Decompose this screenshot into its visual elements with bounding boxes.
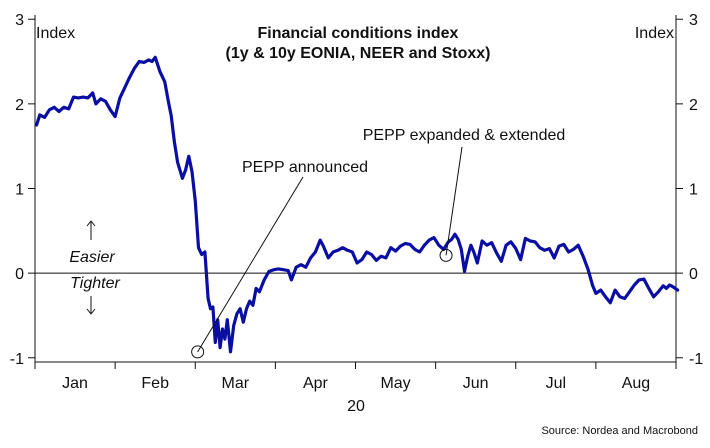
tighter-label: Tighter — [70, 275, 120, 292]
y-tick-label: 3 — [15, 12, 24, 29]
up-arrow-icon — [86, 220, 96, 240]
y-tick-label: 3 — [689, 12, 698, 29]
y-tick-label: 0 — [15, 266, 24, 283]
x-month-label: Jul — [546, 375, 566, 392]
annotations-group: PEPP announced PEPP expanded & extended — [191, 127, 566, 359]
left-y-axis: -1 0 1 2 3 — [10, 12, 35, 368]
series-group — [35, 55, 680, 354]
annotation-marker — [191, 345, 205, 359]
y-tick-label: 1 — [689, 182, 698, 199]
y-tick-label: 2 — [15, 97, 24, 114]
year-label: 20 — [347, 398, 365, 415]
y-tick-label: -1 — [689, 351, 703, 368]
series-line — [35, 55, 680, 354]
chart-subtitle: (1y & 10y EONIA, NEER and Stoxx) — [226, 45, 491, 62]
right-axis-unit-label: Index — [635, 25, 674, 42]
right-y-axis: -1 0 1 2 3 — [676, 12, 703, 368]
annotation-leader-line — [197, 176, 304, 353]
x-month-label: May — [380, 375, 410, 392]
x-month-label: Mar — [222, 375, 250, 392]
easier-label: Easier — [69, 249, 115, 266]
y-tick-label: 2 — [689, 97, 698, 114]
down-arrow-icon — [86, 296, 96, 315]
x-month-label: Apr — [303, 375, 329, 392]
annotation-label: PEPP announced — [242, 159, 368, 176]
annotation-label: PEPP expanded & extended — [363, 127, 566, 144]
y-tick-label: 0 — [689, 266, 698, 283]
chart-title: Financial conditions index — [258, 25, 459, 42]
x-month-label: Jan — [62, 375, 88, 392]
y-tick-label: -1 — [10, 351, 24, 368]
x-month-label: Aug — [622, 375, 650, 392]
x-month-label: Feb — [141, 375, 169, 392]
x-axis: Jan Feb Mar Apr May Jun Jul Aug — [34, 362, 677, 392]
x-month-label: Jun — [463, 375, 489, 392]
left-axis-unit-label: Index — [36, 25, 75, 42]
annotation-marker — [439, 248, 453, 262]
source-note: Source: Nordea and Macrobond — [541, 425, 698, 437]
annotation-leader-line — [445, 146, 463, 256]
y-tick-label: 1 — [15, 182, 24, 199]
plot-frame — [34, 15, 677, 363]
